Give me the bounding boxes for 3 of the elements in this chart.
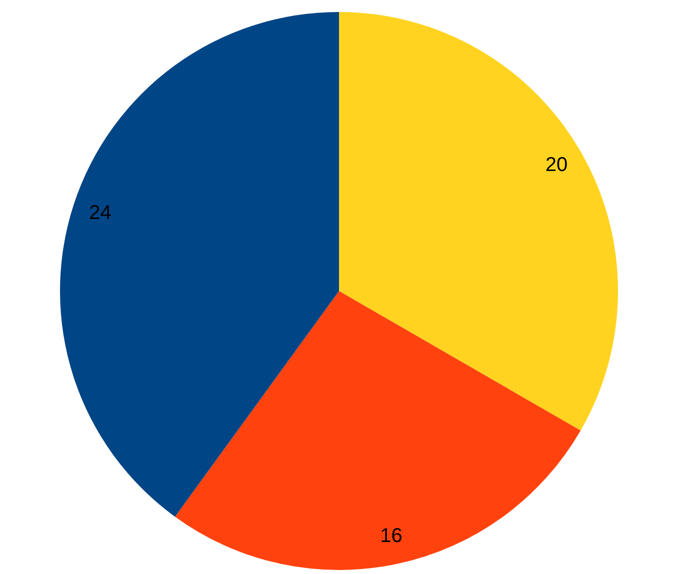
data-label: 16	[380, 525, 402, 548]
data-label: 20	[545, 154, 568, 176]
data-label: 24	[89, 202, 112, 224]
